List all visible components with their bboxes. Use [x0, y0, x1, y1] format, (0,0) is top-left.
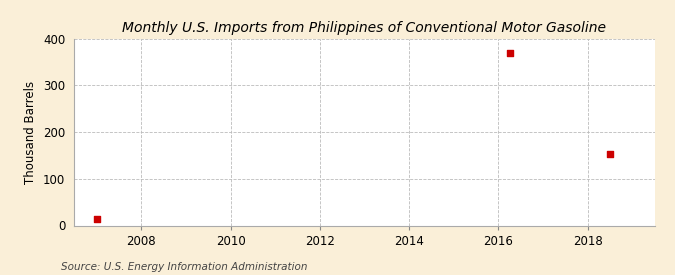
- Point: [91, 217, 102, 221]
- Point: [605, 152, 616, 157]
- Y-axis label: Thousand Barrels: Thousand Barrels: [24, 80, 37, 184]
- Text: Source: U.S. Energy Information Administration: Source: U.S. Energy Information Administ…: [61, 262, 307, 272]
- Title: Monthly U.S. Imports from Philippines of Conventional Motor Gasoline: Monthly U.S. Imports from Philippines of…: [122, 21, 607, 35]
- Point: [504, 50, 515, 55]
